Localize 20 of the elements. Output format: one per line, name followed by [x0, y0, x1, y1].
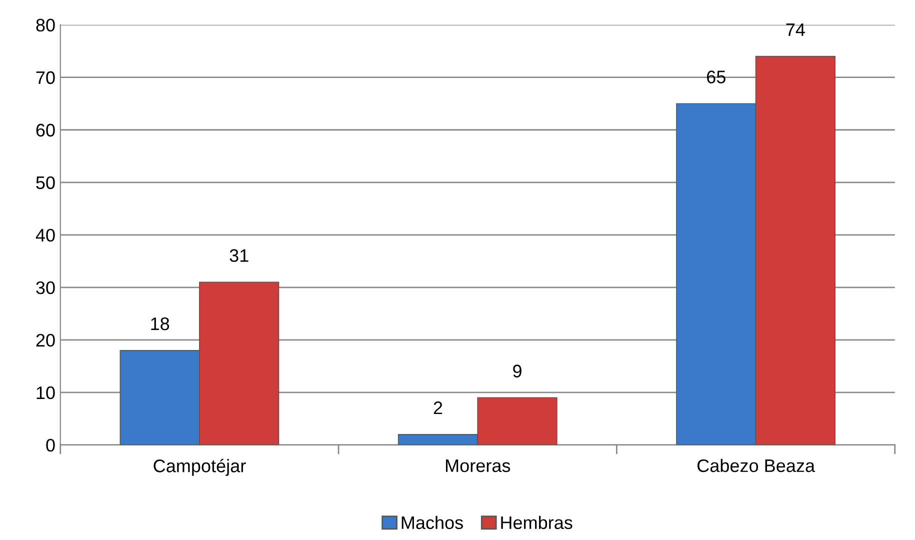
legend-label: Machos [402, 516, 463, 530]
x-tick-label: Campotéjar [154, 458, 246, 476]
y-tick-label: 10 [36, 386, 55, 400]
data-label: 65 [707, 70, 726, 84]
data-label: 2 [434, 401, 442, 414]
data-label: 18 [151, 317, 170, 330]
y-tick-label: 50 [36, 176, 55, 190]
y-tick-label: 70 [36, 71, 55, 84]
x-tick-label: Cabezo Beaza [697, 458, 816, 472]
y-tick-label: 20 [36, 334, 55, 347]
data-label: 9 [513, 364, 522, 378]
y-tick-label: 40 [36, 228, 55, 242]
y-tick-label: 60 [36, 124, 55, 137]
x-tick-label: Moreras [446, 460, 510, 472]
data-label: 74 [786, 24, 805, 36]
y-tick-label: 30 [36, 281, 55, 294]
legend-label: Hembras [501, 516, 572, 530]
data-label: 31 [230, 249, 248, 262]
y-tick-label: 0 [46, 438, 55, 452]
y-tick-label: 80 [36, 18, 55, 32]
